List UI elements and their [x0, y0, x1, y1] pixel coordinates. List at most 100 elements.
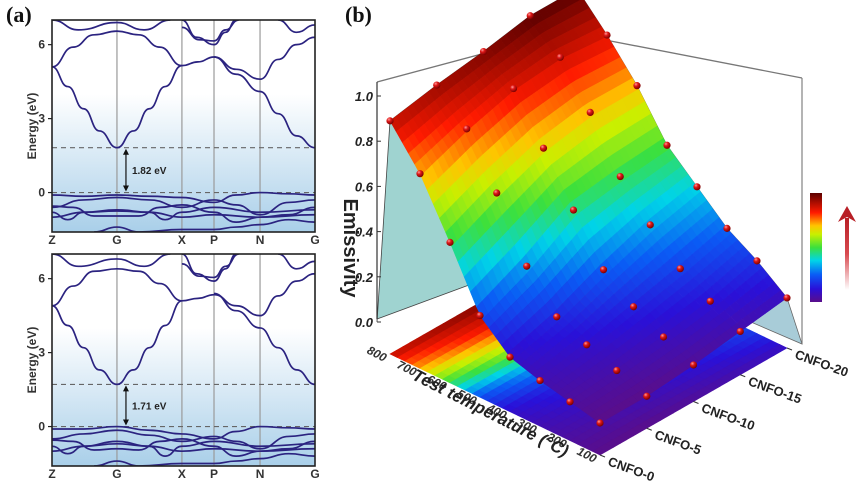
- data-point: [553, 313, 561, 321]
- z-tick-label: 0.0: [355, 315, 374, 330]
- panel-a-label: (a): [6, 2, 32, 27]
- data-point: [596, 419, 604, 427]
- y-tick-labels: 6 3 0: [38, 272, 52, 434]
- band-cb2: [213, 56, 315, 149]
- z-tick-label: 0.2: [355, 270, 374, 285]
- z-tick-labels: 0.0 0.2 0.4 0.6 0.8 1.0: [355, 89, 381, 330]
- y-tick-label: 6: [38, 38, 45, 52]
- data-point: [706, 297, 714, 305]
- band-cb3: [52, 30, 183, 68]
- band-cb2: [213, 292, 315, 386]
- data-point: [586, 108, 594, 117]
- y-axis-label: Energy (eV): [25, 327, 39, 394]
- data-point: [463, 125, 471, 133]
- data-point: [689, 361, 698, 369]
- data-point: [783, 294, 791, 302]
- k-point-label: G: [112, 467, 121, 481]
- data-point: [509, 84, 518, 93]
- k-point-label: X: [178, 467, 186, 481]
- temperature-tick-label: 800: [365, 343, 389, 365]
- band-vb6: [94, 452, 315, 466]
- data-point: [693, 183, 701, 191]
- band-vb1: [52, 425, 315, 440]
- y-axis-label: Energy (eV): [25, 93, 39, 160]
- band-cb3: [52, 267, 183, 307]
- data-point: [643, 392, 651, 400]
- z-tick-label: 0.6: [355, 179, 374, 194]
- band-gap-annotation: 1.71 eV: [122, 385, 167, 426]
- data-point: [583, 341, 591, 349]
- band-gap-label: 1.71 eV: [132, 401, 167, 412]
- data-point: [446, 238, 454, 246]
- data-point: [723, 224, 731, 232]
- gap-arrow-head-up: [122, 148, 129, 155]
- data-point: [603, 31, 611, 39]
- band-lines: [52, 20, 315, 232]
- band-cb7: [52, 20, 171, 31]
- data-point: [479, 47, 488, 56]
- band-vb2: [52, 429, 315, 450]
- data-point: [386, 117, 394, 125]
- y-tick-label: 3: [38, 112, 45, 126]
- data-point: [629, 303, 638, 311]
- band-vb5: [52, 204, 315, 223]
- data-point: [566, 398, 574, 406]
- band-vb1: [52, 191, 315, 204]
- gap-arrow-head-up: [122, 385, 129, 392]
- k-point-label: G: [310, 467, 319, 481]
- data-point: [659, 333, 668, 341]
- sample-tick-label: CNFO-10: [699, 400, 756, 433]
- data-point: [539, 144, 548, 152]
- band-vb3: [52, 206, 315, 221]
- k-point-label: G: [310, 233, 319, 247]
- data-point: [613, 366, 621, 375]
- gap-arrow-head-down: [122, 185, 129, 192]
- k-point-label: G: [112, 233, 121, 247]
- band-cb5: [181, 254, 239, 279]
- sample-tick-mark: [646, 427, 652, 431]
- data-point: [736, 327, 744, 336]
- plot-background: [52, 254, 315, 466]
- band-cb6: [278, 20, 315, 34]
- band-cb5: [181, 20, 239, 42]
- data-point: [676, 265, 684, 273]
- data-point: [599, 266, 608, 274]
- y-tick-label: 6: [38, 272, 45, 286]
- y-tick-labels: 6 3 0: [38, 38, 52, 200]
- y-tick-label: 3: [38, 346, 45, 360]
- plot-frame: [51, 253, 316, 467]
- band-vb5: [52, 438, 315, 457]
- data-point: [526, 12, 534, 20]
- panel-b-label: (b): [345, 2, 372, 27]
- data-point: [536, 376, 544, 385]
- band-cb7: [52, 254, 171, 268]
- z-tick-label: 1.0: [355, 89, 374, 104]
- z-axis-label: Emissivity: [339, 199, 361, 299]
- up-arrow-icon: [838, 206, 856, 290]
- data-points: [386, 12, 791, 427]
- data-point: [433, 81, 441, 89]
- band-cb1: [52, 36, 315, 149]
- sample-tick-label: CNFO-20: [793, 347, 850, 380]
- gap-arrow-head-down: [122, 419, 129, 426]
- k-point-label: P: [210, 467, 218, 481]
- data-point: [646, 221, 654, 229]
- sample-tick-label: CNFO-15: [746, 373, 803, 406]
- data-point: [633, 82, 641, 90]
- z-tick-label: 0.4: [355, 225, 374, 240]
- data-point: [416, 170, 424, 178]
- sample-tick-label: CNFO-5: [653, 427, 704, 458]
- k-point-label: P: [210, 233, 218, 247]
- k-point-label: X: [178, 233, 186, 247]
- band-vb2: [52, 196, 315, 216]
- k-point-label: Z: [48, 467, 55, 481]
- data-point: [556, 53, 564, 61]
- data-point: [476, 311, 484, 320]
- k-point-label: N: [256, 467, 265, 481]
- emissivity-surface: [389, 0, 788, 424]
- sample-tick-label: CNFO-0: [606, 454, 657, 485]
- band-vb6: [94, 218, 315, 232]
- data-point: [493, 189, 501, 197]
